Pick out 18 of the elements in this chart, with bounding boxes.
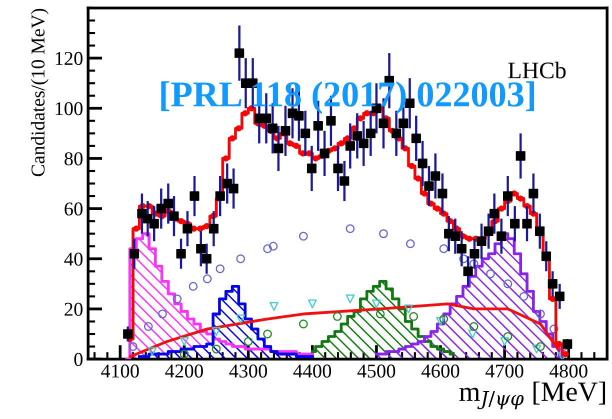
y-tick-label: 120 — [56, 52, 83, 66]
x-tick-label: 4800 — [550, 364, 588, 378]
y-axis-title: Candidates/(10 MeV) — [30, 8, 49, 176]
annotation: LHCb — [508, 62, 566, 78]
x-tick-label: 4600 — [421, 364, 460, 378]
x-tick-label: 4300 — [229, 364, 268, 378]
x-axis-title: m$_{J/ψφ}$ [MeV] — [459, 382, 606, 410]
y-tick-label: 100 — [56, 102, 83, 116]
x-tick-label: 4200 — [165, 364, 203, 378]
y-tick-label: 80 — [64, 152, 83, 166]
y-tick-label: 40 — [64, 252, 83, 266]
x-tick-label: 4100 — [101, 364, 139, 378]
x-tick-label: 4400 — [293, 364, 332, 378]
y-tick-label: 60 — [64, 202, 83, 216]
y-tick-label: 20 — [64, 302, 83, 316]
x-tick-label: 4700 — [486, 364, 524, 378]
x-tick-label: 4500 — [357, 364, 396, 378]
y-tick-label: 0 — [74, 352, 83, 366]
